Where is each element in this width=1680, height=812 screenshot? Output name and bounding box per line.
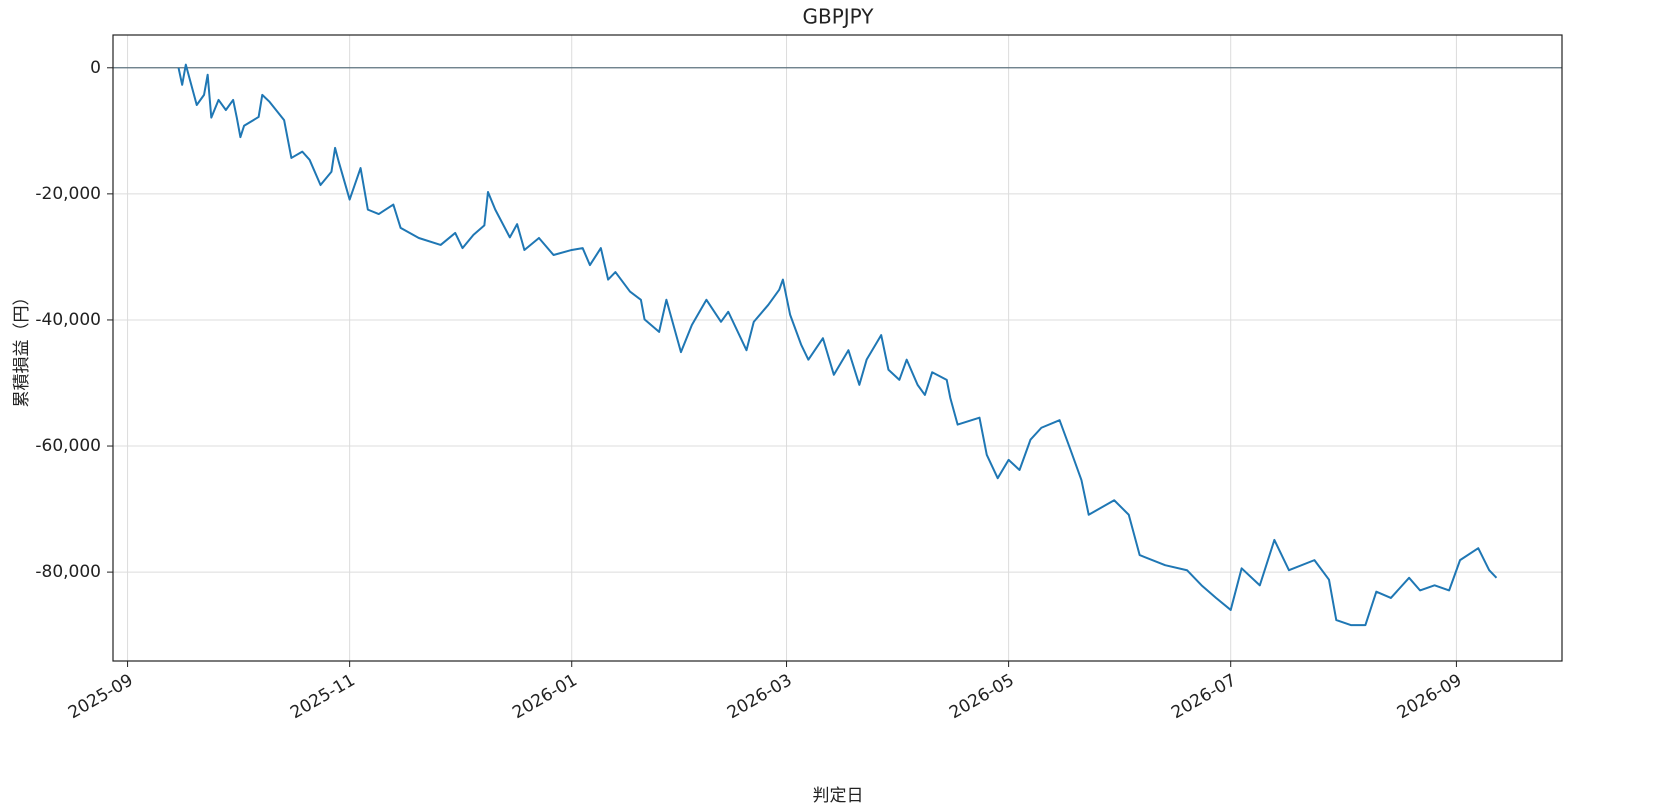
data-line bbox=[177, 63, 1498, 627]
x-axis-label: 判定日 bbox=[813, 786, 864, 806]
y-tick-label: -80,000 bbox=[35, 562, 101, 582]
x-tick-label: 2025-11 bbox=[287, 670, 359, 723]
y-tick-label: -20,000 bbox=[35, 184, 101, 204]
x-tick-label: 2025-09 bbox=[65, 670, 137, 723]
y-tick-label: -60,000 bbox=[35, 436, 101, 456]
x-tick-label: 2026-05 bbox=[946, 670, 1018, 723]
plot-frame bbox=[112, 34, 1563, 662]
y-tick-label: -40,000 bbox=[35, 310, 101, 330]
x-tick-label: 2026-01 bbox=[509, 670, 581, 723]
x-tick-label: 2026-07 bbox=[1168, 670, 1240, 723]
x-tick-label: 2026-09 bbox=[1394, 670, 1466, 723]
y-tick-label: 0 bbox=[90, 58, 101, 78]
y-axis-label: 累積損益（円） bbox=[12, 289, 32, 408]
x-tick-label: 2026-03 bbox=[724, 670, 796, 723]
chart-title: GBPJPY bbox=[802, 5, 874, 29]
